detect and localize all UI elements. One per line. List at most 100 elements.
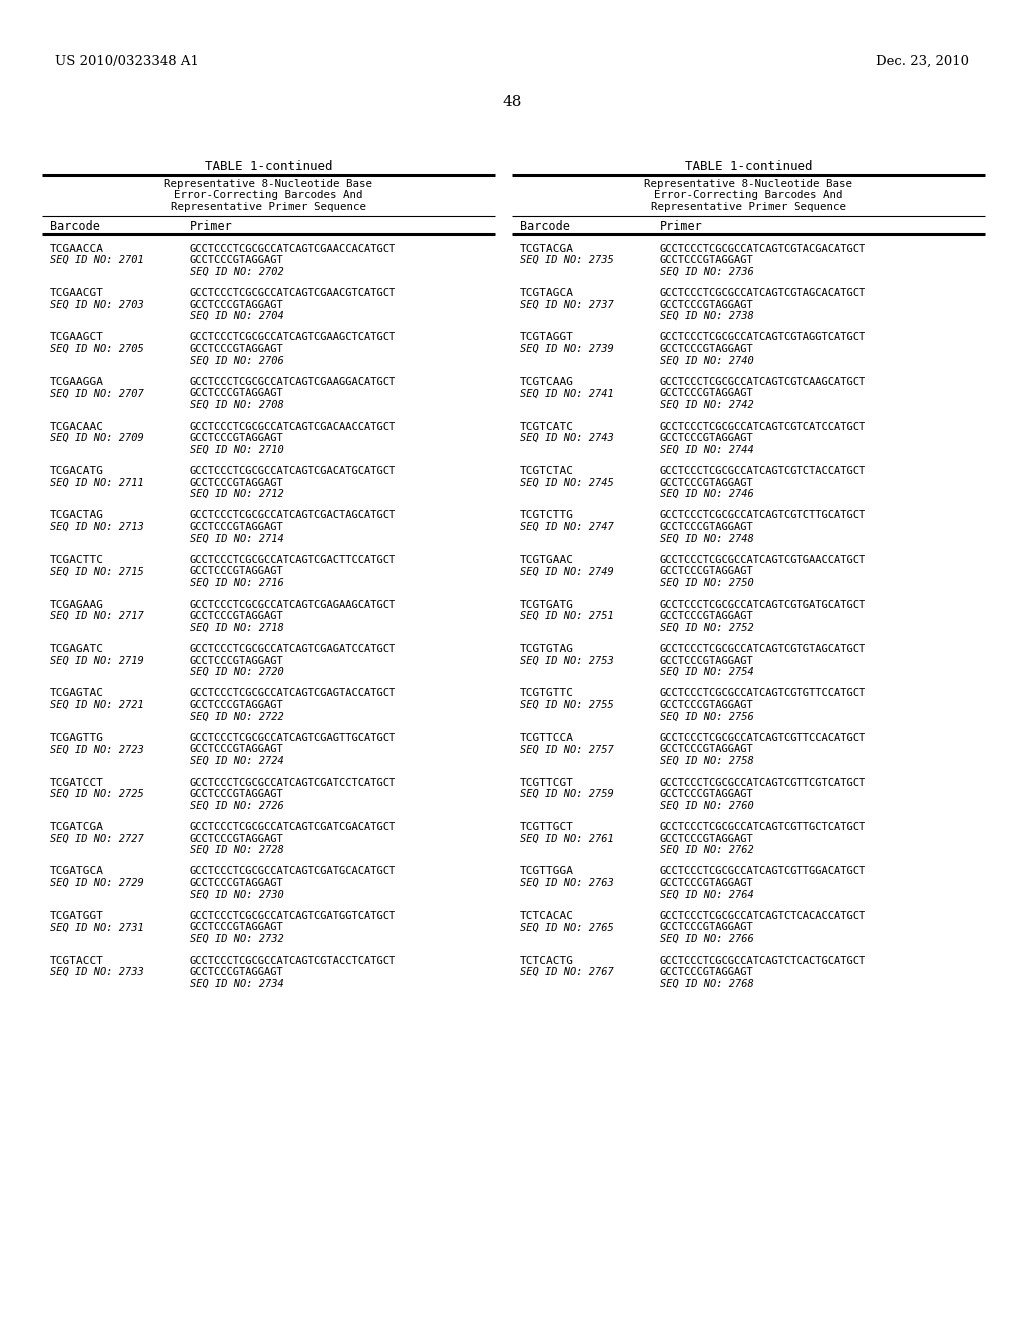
Text: GCCTCCCTCGCGCCATCAGTCGTAGCACATGCT: GCCTCCCTCGCGCCATCAGTCGTAGCACATGCT xyxy=(660,288,866,298)
Text: SEQ ID NO: 2732: SEQ ID NO: 2732 xyxy=(190,935,284,944)
Text: GCCTCCCTCGCGCCATCAGTCGTACGACATGCT: GCCTCCCTCGCGCCATCAGTCGTACGACATGCT xyxy=(660,243,866,253)
Text: GCCTCCCTCGCGCCATCAGTCGTGATGCATGCT: GCCTCCCTCGCGCCATCAGTCGTGATGCATGCT xyxy=(660,599,866,610)
Text: GCCTCCCTCGCGCCATCAGTCGTCTACCATGCT: GCCTCCCTCGCGCCATCAGTCGTCTACCATGCT xyxy=(660,466,866,477)
Text: TCGAAGCT: TCGAAGCT xyxy=(50,333,104,342)
Text: TCGTGTTC: TCGTGTTC xyxy=(520,689,574,698)
Text: GCCTCCCTCGCGCCATCAGTCGTTCGTCATGCT: GCCTCCCTCGCGCCATCAGTCGTTCGTCATGCT xyxy=(660,777,866,788)
Text: GCCTCCCTCGCGCCATCAGTCGAACGTCATGCT: GCCTCCCTCGCGCCATCAGTCGAACGTCATGCT xyxy=(190,288,396,298)
Text: SEQ ID NO: 2715: SEQ ID NO: 2715 xyxy=(50,566,143,577)
Text: GCCTCCCGTAGGAGT: GCCTCCCGTAGGAGT xyxy=(190,388,284,399)
Text: Representative 8-Nucleotide Base: Representative 8-Nucleotide Base xyxy=(165,180,373,189)
Text: GCCTCCCTCGCGCCATCAGTCGACTTCCATGCT: GCCTCCCTCGCGCCATCAGTCGACTTCCATGCT xyxy=(190,554,396,565)
Text: GCCTCCCGTAGGAGT: GCCTCCCGTAGGAGT xyxy=(190,878,284,888)
Text: SEQ ID NO: 2716: SEQ ID NO: 2716 xyxy=(190,578,284,587)
Text: TCGTCATC: TCGTCATC xyxy=(520,421,574,432)
Text: SEQ ID NO: 2728: SEQ ID NO: 2728 xyxy=(190,845,284,855)
Text: GCCTCCCGTAGGAGT: GCCTCCCGTAGGAGT xyxy=(190,521,284,532)
Text: Representative Primer Sequence: Representative Primer Sequence xyxy=(171,202,366,213)
Text: GCCTCCCTCGCGCCATCAGTCGACATGCATGCT: GCCTCCCTCGCGCCATCAGTCGACATGCATGCT xyxy=(190,466,396,477)
Text: GCCTCCCGTAGGAGT: GCCTCCCGTAGGAGT xyxy=(190,478,284,487)
Text: TCGTAGCA: TCGTAGCA xyxy=(520,288,574,298)
Text: GCCTCCCGTAGGAGT: GCCTCCCGTAGGAGT xyxy=(660,833,754,843)
Text: GCCTCCCGTAGGAGT: GCCTCCCGTAGGAGT xyxy=(190,744,284,755)
Text: GCCTCCCGTAGGAGT: GCCTCCCGTAGGAGT xyxy=(660,300,754,309)
Text: SEQ ID NO: 2766: SEQ ID NO: 2766 xyxy=(660,935,754,944)
Text: GCCTCCCGTAGGAGT: GCCTCCCGTAGGAGT xyxy=(190,433,284,444)
Text: SEQ ID NO: 2714: SEQ ID NO: 2714 xyxy=(190,533,284,544)
Text: TCGAGAAG: TCGAGAAG xyxy=(50,599,104,610)
Text: SEQ ID NO: 2747: SEQ ID NO: 2747 xyxy=(520,521,613,532)
Text: GCCTCCCGTAGGAGT: GCCTCCCGTAGGAGT xyxy=(190,345,284,354)
Text: Barcode: Barcode xyxy=(520,219,570,232)
Text: TCGAGTAC: TCGAGTAC xyxy=(50,689,104,698)
Text: TCGTTGGA: TCGTTGGA xyxy=(520,866,574,876)
Text: SEQ ID NO: 2736: SEQ ID NO: 2736 xyxy=(660,267,754,276)
Text: TABLE 1-continued: TABLE 1-continued xyxy=(205,160,332,173)
Text: TCGACAAC: TCGACAAC xyxy=(50,421,104,432)
Text: GCCTCCCGTAGGAGT: GCCTCCCGTAGGAGT xyxy=(660,566,754,577)
Text: SEQ ID NO: 2710: SEQ ID NO: 2710 xyxy=(190,445,284,454)
Text: SEQ ID NO: 2721: SEQ ID NO: 2721 xyxy=(50,700,143,710)
Text: GCCTCCCTCGCGCCATCAGTCGTCTTGCATGCT: GCCTCCCTCGCGCCATCAGTCGTCTTGCATGCT xyxy=(660,511,866,520)
Text: GCCTCCCTCGCGCCATCAGTCGTCAAGCATGCT: GCCTCCCTCGCGCCATCAGTCGTCAAGCATGCT xyxy=(660,378,866,387)
Text: SEQ ID NO: 2731: SEQ ID NO: 2731 xyxy=(50,923,143,932)
Text: GCCTCCCTCGCGCCATCAGTCGTGAACCATGCT: GCCTCCCTCGCGCCATCAGTCGTGAACCATGCT xyxy=(660,554,866,565)
Text: GCCTCCCTCGCGCCATCAGTCGTACCTCATGCT: GCCTCCCTCGCGCCATCAGTCGTACCTCATGCT xyxy=(190,956,396,965)
Text: SEQ ID NO: 2753: SEQ ID NO: 2753 xyxy=(520,656,613,665)
Text: SEQ ID NO: 2752: SEQ ID NO: 2752 xyxy=(660,623,754,632)
Text: GCCTCCCGTAGGAGT: GCCTCCCGTAGGAGT xyxy=(660,255,754,265)
Text: SEQ ID NO: 2740: SEQ ID NO: 2740 xyxy=(660,355,754,366)
Text: SEQ ID NO: 2719: SEQ ID NO: 2719 xyxy=(50,656,143,665)
Text: SEQ ID NO: 2725: SEQ ID NO: 2725 xyxy=(50,789,143,799)
Text: SEQ ID NO: 2761: SEQ ID NO: 2761 xyxy=(520,833,613,843)
Text: GCCTCCCGTAGGAGT: GCCTCCCGTAGGAGT xyxy=(190,833,284,843)
Text: GCCTCCCGTAGGAGT: GCCTCCCGTAGGAGT xyxy=(190,300,284,309)
Text: GCCTCCCGTAGGAGT: GCCTCCCGTAGGAGT xyxy=(660,789,754,799)
Text: SEQ ID NO: 2750: SEQ ID NO: 2750 xyxy=(660,578,754,587)
Text: SEQ ID NO: 2746: SEQ ID NO: 2746 xyxy=(660,488,754,499)
Text: TCGTGATG: TCGTGATG xyxy=(520,599,574,610)
Text: SEQ ID NO: 2756: SEQ ID NO: 2756 xyxy=(660,711,754,722)
Text: GCCTCCCTCGCGCCATCAGTCGACTAGCATGCT: GCCTCCCTCGCGCCATCAGTCGACTAGCATGCT xyxy=(190,511,396,520)
Text: SEQ ID NO: 2713: SEQ ID NO: 2713 xyxy=(50,521,143,532)
Text: SEQ ID NO: 2737: SEQ ID NO: 2737 xyxy=(520,300,613,309)
Text: Representative Primer Sequence: Representative Primer Sequence xyxy=(651,202,846,213)
Text: GCCTCCCTCGCGCCATCAGTCGATGGTCATGCT: GCCTCCCTCGCGCCATCAGTCGATGGTCATGCT xyxy=(190,911,396,921)
Text: SEQ ID NO: 2709: SEQ ID NO: 2709 xyxy=(50,433,143,444)
Text: TABLE 1-continued: TABLE 1-continued xyxy=(685,160,812,173)
Text: GCCTCCCTCGCGCCATCAGTCGTTGGACATGCT: GCCTCCCTCGCGCCATCAGTCGTTGGACATGCT xyxy=(660,866,866,876)
Text: SEQ ID NO: 2749: SEQ ID NO: 2749 xyxy=(520,566,613,577)
Text: GCCTCCCGTAGGAGT: GCCTCCCGTAGGAGT xyxy=(660,968,754,977)
Text: TCGAGTTG: TCGAGTTG xyxy=(50,733,104,743)
Text: SEQ ID NO: 2745: SEQ ID NO: 2745 xyxy=(520,478,613,487)
Text: SEQ ID NO: 2718: SEQ ID NO: 2718 xyxy=(190,623,284,632)
Text: GCCTCCCTCGCGCCATCAGTCGTGTAGCATGCT: GCCTCCCTCGCGCCATCAGTCGTGTAGCATGCT xyxy=(660,644,866,653)
Text: SEQ ID NO: 2726: SEQ ID NO: 2726 xyxy=(190,800,284,810)
Text: SEQ ID NO: 2744: SEQ ID NO: 2744 xyxy=(660,445,754,454)
Text: GCCTCCCGTAGGAGT: GCCTCCCGTAGGAGT xyxy=(660,345,754,354)
Text: GCCTCCCTCGCGCCATCAGTCGAAGCTCATGCT: GCCTCCCTCGCGCCATCAGTCGAAGCTCATGCT xyxy=(190,333,396,342)
Text: TCGTTGCT: TCGTTGCT xyxy=(520,822,574,832)
Text: SEQ ID NO: 2720: SEQ ID NO: 2720 xyxy=(190,667,284,677)
Text: SEQ ID NO: 2730: SEQ ID NO: 2730 xyxy=(190,890,284,899)
Text: SEQ ID NO: 2767: SEQ ID NO: 2767 xyxy=(520,968,613,977)
Text: GCCTCCCGTAGGAGT: GCCTCCCGTAGGAGT xyxy=(660,388,754,399)
Text: SEQ ID NO: 2768: SEQ ID NO: 2768 xyxy=(660,978,754,989)
Text: TCTCACAC: TCTCACAC xyxy=(520,911,574,921)
Text: SEQ ID NO: 2705: SEQ ID NO: 2705 xyxy=(50,345,143,354)
Text: TCGATGGT: TCGATGGT xyxy=(50,911,104,921)
Text: TCGTGAAC: TCGTGAAC xyxy=(520,554,574,565)
Text: SEQ ID NO: 2708: SEQ ID NO: 2708 xyxy=(190,400,284,411)
Text: SEQ ID NO: 2751: SEQ ID NO: 2751 xyxy=(520,611,613,620)
Text: GCCTCCCTCGCGCCATCAGTCGTGTTCCATGCT: GCCTCCCTCGCGCCATCAGTCGTGTTCCATGCT xyxy=(660,689,866,698)
Text: SEQ ID NO: 2727: SEQ ID NO: 2727 xyxy=(50,833,143,843)
Text: TCGTTCGT: TCGTTCGT xyxy=(520,777,574,788)
Text: TCTCACTG: TCTCACTG xyxy=(520,956,574,965)
Text: TCGATGCA: TCGATGCA xyxy=(50,866,104,876)
Text: Error-Correcting Barcodes And: Error-Correcting Barcodes And xyxy=(654,190,843,201)
Text: GCCTCCCGTAGGAGT: GCCTCCCGTAGGAGT xyxy=(660,521,754,532)
Text: GCCTCCCGTAGGAGT: GCCTCCCGTAGGAGT xyxy=(190,968,284,977)
Text: Error-Correcting Barcodes And: Error-Correcting Barcodes And xyxy=(174,190,362,201)
Text: SEQ ID NO: 2717: SEQ ID NO: 2717 xyxy=(50,611,143,620)
Text: TCGAAGGA: TCGAAGGA xyxy=(50,378,104,387)
